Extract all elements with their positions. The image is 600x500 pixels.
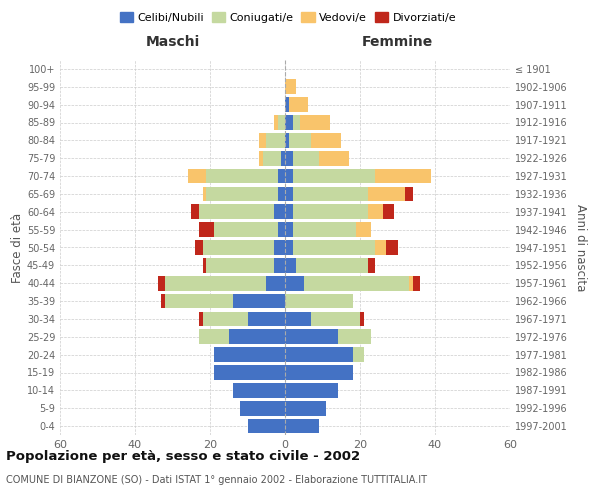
Bar: [240, 401, 285, 415]
Bar: [293, 222, 356, 237]
Bar: [285, 348, 353, 362]
Bar: [296, 258, 367, 272]
Bar: [274, 204, 285, 219]
Bar: [199, 222, 214, 237]
Bar: [285, 294, 353, 308]
Bar: [367, 258, 375, 272]
Bar: [203, 186, 206, 201]
Text: Popolazione per età, sesso e stato civile - 2002: Popolazione per età, sesso e stato civil…: [6, 450, 360, 463]
Bar: [285, 240, 293, 255]
Bar: [300, 115, 330, 130]
Bar: [165, 294, 233, 308]
Bar: [263, 151, 281, 166]
Bar: [248, 419, 285, 434]
Bar: [277, 115, 285, 130]
Bar: [214, 348, 285, 362]
Text: COMUNE DI BIANZONE (SO) - Dati ISTAT 1° gennaio 2002 - Elaborazione TUTTITALIA.I: COMUNE DI BIANZONE (SO) - Dati ISTAT 1° …: [6, 475, 427, 485]
Bar: [285, 365, 353, 380]
Bar: [248, 312, 285, 326]
Bar: [195, 240, 203, 255]
Bar: [165, 276, 266, 290]
Bar: [203, 240, 274, 255]
Bar: [277, 222, 285, 237]
Bar: [199, 330, 229, 344]
Bar: [293, 240, 375, 255]
Bar: [285, 168, 293, 184]
Bar: [285, 383, 337, 398]
Bar: [367, 204, 383, 219]
Bar: [274, 240, 285, 255]
Bar: [293, 151, 319, 166]
Bar: [285, 419, 319, 434]
Bar: [187, 168, 206, 184]
Bar: [353, 348, 364, 362]
Bar: [375, 168, 431, 184]
Bar: [274, 115, 277, 130]
Bar: [161, 294, 165, 308]
Bar: [311, 133, 341, 148]
Bar: [206, 186, 277, 201]
Bar: [356, 222, 371, 237]
Bar: [289, 133, 311, 148]
Bar: [285, 222, 293, 237]
Bar: [304, 276, 409, 290]
Bar: [293, 115, 300, 130]
Bar: [259, 133, 266, 148]
Bar: [206, 258, 274, 272]
Bar: [289, 98, 308, 112]
Bar: [259, 151, 263, 166]
Bar: [383, 204, 394, 219]
Bar: [157, 276, 165, 290]
Bar: [203, 312, 248, 326]
Text: Maschi: Maschi: [145, 36, 200, 50]
Bar: [285, 115, 293, 130]
Y-axis label: Fasce di età: Fasce di età: [11, 212, 24, 282]
Bar: [293, 168, 375, 184]
Bar: [311, 312, 360, 326]
Bar: [285, 276, 304, 290]
Bar: [375, 240, 386, 255]
Y-axis label: Anni di nascita: Anni di nascita: [574, 204, 587, 291]
Bar: [405, 186, 413, 201]
Legend: Celibi/Nubili, Coniugati/e, Vedovi/e, Divorziati/e: Celibi/Nubili, Coniugati/e, Vedovi/e, Di…: [115, 8, 461, 28]
Bar: [277, 168, 285, 184]
Bar: [409, 276, 413, 290]
Bar: [285, 133, 289, 148]
Bar: [191, 204, 199, 219]
Bar: [266, 276, 285, 290]
Bar: [285, 330, 337, 344]
Bar: [285, 98, 289, 112]
Bar: [293, 204, 367, 219]
Bar: [206, 168, 277, 184]
Bar: [386, 240, 398, 255]
Bar: [214, 222, 277, 237]
Bar: [199, 204, 274, 219]
Bar: [337, 330, 371, 344]
Bar: [214, 365, 285, 380]
Bar: [285, 312, 311, 326]
Bar: [233, 383, 285, 398]
Bar: [277, 186, 285, 201]
Bar: [233, 294, 285, 308]
Bar: [319, 151, 349, 166]
Bar: [266, 133, 285, 148]
Bar: [274, 258, 285, 272]
Bar: [413, 276, 420, 290]
Bar: [229, 330, 285, 344]
Bar: [360, 312, 364, 326]
Bar: [285, 151, 293, 166]
Bar: [285, 204, 293, 219]
Bar: [199, 312, 203, 326]
Bar: [293, 186, 367, 201]
Bar: [285, 401, 326, 415]
Text: Femmine: Femmine: [362, 36, 433, 50]
Bar: [367, 186, 405, 201]
Bar: [203, 258, 206, 272]
Bar: [285, 186, 293, 201]
Bar: [285, 80, 296, 94]
Bar: [281, 151, 285, 166]
Bar: [285, 258, 296, 272]
